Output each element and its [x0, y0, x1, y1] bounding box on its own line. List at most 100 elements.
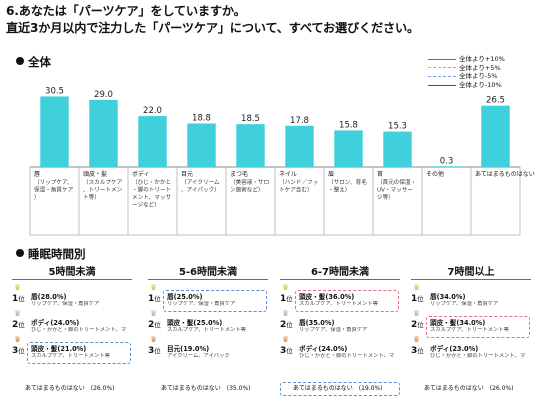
rank-desc: リップケア、保湿・角質ケア: [167, 301, 236, 307]
rank-item: ♛ 1位 頭皮・髪(36.0%) スカルプケア、トリートメント等: [280, 284, 400, 316]
data-label: 26.5: [486, 96, 505, 106]
panel-title: 6-7時間未満: [280, 266, 400, 280]
bar: [334, 130, 363, 167]
legend-line-icon: [428, 58, 456, 60]
category-note: （首元の保湿・ UV・マッサージ等）: [377, 178, 416, 201]
chart-legend: 全体より+10% 全体より+5% 全体より-5% 全体より-10%: [428, 55, 505, 89]
legend-line-icon: [428, 84, 456, 86]
rank-name: 唇(25.0%): [167, 293, 203, 301]
crown-icon: ♛: [413, 283, 421, 292]
bar: [481, 105, 510, 167]
category-label: 頭皮・髪: [83, 170, 107, 178]
rank-number: 1位: [148, 294, 161, 304]
rank-box: 唇(35.0%) リップケア、保湿・角質ケア: [295, 316, 399, 338]
rank-desc: ひじ・かかと・脚のトリートメント、マッサージなど: [299, 353, 395, 359]
legend-label: 全体より+10%: [459, 55, 505, 63]
data-label: 18.5: [241, 114, 260, 124]
legend-item-plus5: 全体より+5%: [428, 64, 505, 73]
rank-box: 唇(25.0%) リップケア、保湿・角質ケア: [163, 290, 267, 312]
crown-icon: ♛: [150, 283, 158, 292]
rank-name: 頭皮・髪(34.0%): [430, 319, 486, 327]
question-line-1: 6.あなたは「パーツケア」をしていますか。: [6, 4, 246, 18]
category-note: （美容液・サロン施術など）: [230, 178, 269, 194]
rank-number: 3位: [148, 346, 161, 356]
legend-line-icon: [428, 67, 456, 69]
legend-line-icon: [428, 75, 456, 77]
category-label: ボディ: [132, 170, 150, 178]
rank-item: ♛ 2位 頭皮・髪(25.0%) スカルプケア、トリートメント等: [148, 310, 268, 342]
data-label: 17.8: [290, 116, 309, 126]
legend-label: 全体より-10%: [459, 80, 502, 89]
data-label: 29.0: [94, 90, 113, 100]
crown-icon: ♛: [150, 335, 158, 344]
rank-number: 3位: [411, 346, 424, 356]
rank-number: 3位: [12, 346, 25, 356]
category-note: （ひじ・かかと・脚のトリートメント、マッサージなど）: [132, 179, 171, 209]
category-label: あてはまるものはない: [475, 171, 535, 178]
rank-desc: アイクリーム、アイパック: [167, 353, 230, 359]
data-label: 15.3: [388, 122, 407, 132]
rank-box: 目元(19.0%) アイクリーム、アイパック: [163, 342, 267, 364]
category-note: （サロン、育毛・整え）: [328, 178, 367, 194]
category-note: （リップケア、保湿・角質ケア）: [34, 179, 74, 201]
rank-number: 1位: [411, 294, 424, 304]
rank-box: ボディ(24.0%)ひじ・かかと・脚のトリートメント、マッサージなど: [27, 316, 131, 338]
rank-number: 3位: [280, 346, 293, 356]
rank-item: ♛ 1位 唇(25.0%) リップケア、保湿・角質ケア: [148, 284, 268, 316]
crown-icon: ♛: [282, 335, 290, 344]
rank-item: ♛ 1位 唇(28.0%) リップケア、保湿・角質ケア: [12, 284, 132, 316]
category-label: 目元: [181, 171, 193, 178]
category-note: （アイクリーム、アイパック）: [181, 179, 220, 194]
category-label: 唇: [34, 171, 40, 178]
category-label: まつ毛: [230, 170, 248, 178]
bar: [285, 125, 314, 167]
rank-number: 2位: [148, 320, 161, 330]
rank-desc: スカルプケア、トリートメント等: [31, 353, 110, 359]
rank-desc: リップケア、保湿・角質ケア: [430, 301, 499, 307]
rank-box: 唇(28.0%) リップケア、保湿・角質ケア: [27, 290, 131, 312]
legend-item-plus10: 全体より+10%: [428, 55, 505, 64]
none-applicable-row: あてはまるものはない (19.0%): [280, 382, 400, 396]
legend-label: 全体より-5%: [459, 72, 498, 81]
rank-name: 頭皮・髪(21.0%): [31, 345, 87, 353]
crown-icon: ♛: [14, 283, 22, 292]
bar: [138, 116, 167, 167]
none-applicable-row: あてはまるものはない (26.0%): [25, 385, 115, 392]
section-total-label: 全体: [28, 55, 51, 69]
sleep-panel: 7時間以上 ♛ 1位 唇(34.0%) リップケア、保湿・角質ケア ♛ 2位 頭皮・髪(34.…: [411, 266, 531, 400]
rank-item: ♛ 1位 唇(34.0%) リップケア、保湿・角質ケア: [411, 284, 531, 316]
crown-icon: ♛: [14, 309, 22, 318]
category-label: ネイル: [279, 171, 297, 178]
rank-item: ♛ 2位 頭皮・髪(34.0%) スカルプケア、トリートメント等: [411, 310, 531, 342]
rank-name: 頭皮・髪(25.0%): [167, 319, 223, 327]
category-label: 首: [377, 170, 383, 178]
rank-name: 唇(35.0%): [299, 319, 335, 327]
bar: [40, 96, 69, 167]
bullet-icon: [16, 57, 24, 65]
sleep-panel: 5-6時間未満 ♛ 1位 唇(25.0%) リップケア、保湿・角質ケア ♛ 2位 頭皮・髪(2…: [148, 266, 268, 400]
rank-name: 頭皮・髪(36.0%): [299, 293, 355, 301]
crown-icon: ♛: [14, 335, 22, 344]
category-label: 眉: [328, 171, 334, 178]
rank-item: ♛ 3位 目元(19.0%) アイクリーム、アイパック: [148, 336, 268, 368]
rank-box: 頭皮・髪(21.0%) スカルプケア、トリートメント等: [27, 342, 131, 364]
rank-box: 唇(34.0%) リップケア、保湿・角質ケア: [426, 290, 530, 312]
crown-icon: ♛: [282, 283, 290, 292]
data-label: 0.3: [440, 156, 454, 166]
rank-desc: スカルプケア、トリートメント等: [299, 301, 378, 307]
bullet-icon: [16, 249, 24, 257]
panel-title: 7時間以上: [411, 266, 531, 280]
rank-desc: ひじ・かかと・脚のトリートメント、マッサージなど: [430, 353, 526, 359]
crown-icon: ♛: [282, 309, 290, 318]
rank-desc: ひじ・かかと・脚のトリートメント、マッサージなど: [31, 327, 127, 333]
rank-desc: リップケア、保湿・角質ケア: [31, 301, 100, 307]
section-sleep-heading: 睡眠時間別: [16, 246, 86, 262]
bar: [89, 99, 118, 167]
crown-icon: ♛: [413, 309, 421, 318]
rank-number: 2位: [411, 320, 424, 330]
rank-number: 1位: [12, 294, 25, 304]
category-note: （スカルプケア、トリートメント等）: [83, 179, 123, 201]
rank-box: ボディ(24.0%)ひじ・かかと・脚のトリートメント、マッサージなど: [295, 342, 399, 364]
